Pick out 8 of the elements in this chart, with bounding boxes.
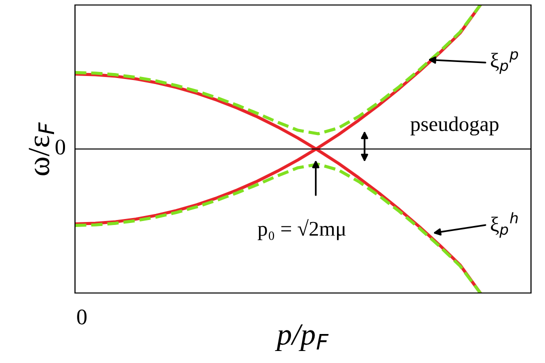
annotation: ξ$_{p}$$^{h}$ [490, 212, 518, 238]
annotation: pseudogap [410, 116, 498, 136]
ref-line-label: 0 [56, 140, 66, 155]
annotation: ξ$_{p}$$^{p}$ [490, 51, 518, 74]
y-axis-title: ω/ε$_{F}$ [28, 122, 54, 176]
text: 0 [77, 309, 87, 324]
annotation: p₀ = √2mμ [258, 219, 346, 240]
x-axis-title: p/p$_{F}$ [274, 324, 329, 352]
